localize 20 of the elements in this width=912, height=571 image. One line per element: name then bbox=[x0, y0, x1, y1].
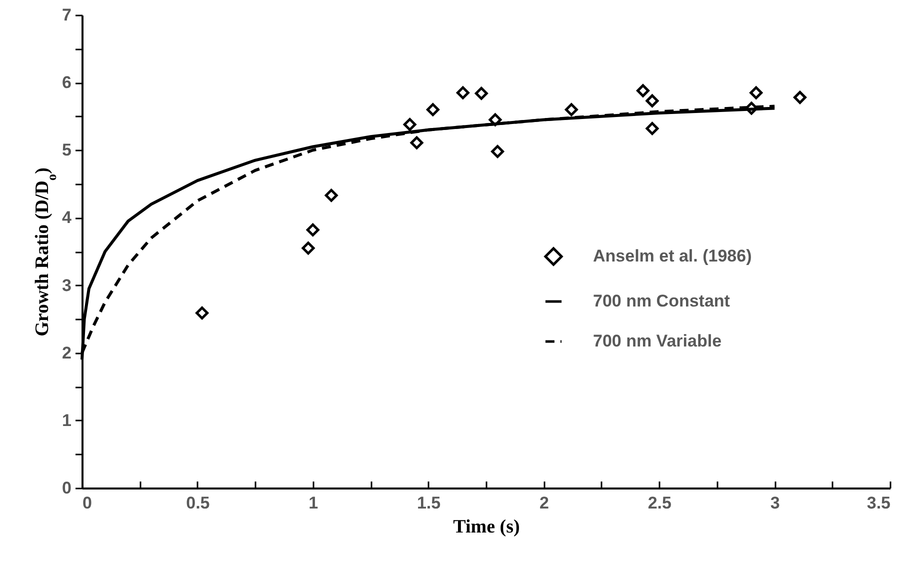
x-tick-label: 2.5 bbox=[648, 494, 672, 512]
x-tick-label: 3 bbox=[770, 494, 780, 512]
y-tick-label: 3 bbox=[62, 276, 72, 295]
x-tick-label: 0 bbox=[82, 494, 92, 512]
legend-label: Anselm et al. (1986) bbox=[593, 246, 752, 266]
y-tick-label: 5 bbox=[62, 140, 72, 160]
y-tick-label: 4 bbox=[62, 208, 72, 228]
legend-label: 700 nm Constant bbox=[593, 292, 730, 310]
x-tick-label: 0.5 bbox=[186, 494, 210, 512]
y-tick-label: 1 bbox=[62, 410, 72, 430]
y-tick-label: 2 bbox=[62, 343, 72, 362]
x-tick-label: 2 bbox=[539, 494, 549, 512]
y-tick-label: 0 bbox=[62, 478, 72, 498]
x-axis-title: Time (s) bbox=[453, 516, 520, 538]
x-tick-label: 1.5 bbox=[416, 494, 441, 512]
legend-label: 700 nm Variable bbox=[593, 332, 722, 350]
x-tick-label: 1 bbox=[308, 494, 318, 512]
y-tick-label: 6 bbox=[62, 73, 72, 92]
y-tick-label: 7 bbox=[62, 6, 72, 24]
x-tick-label: 3.5 bbox=[866, 494, 890, 512]
